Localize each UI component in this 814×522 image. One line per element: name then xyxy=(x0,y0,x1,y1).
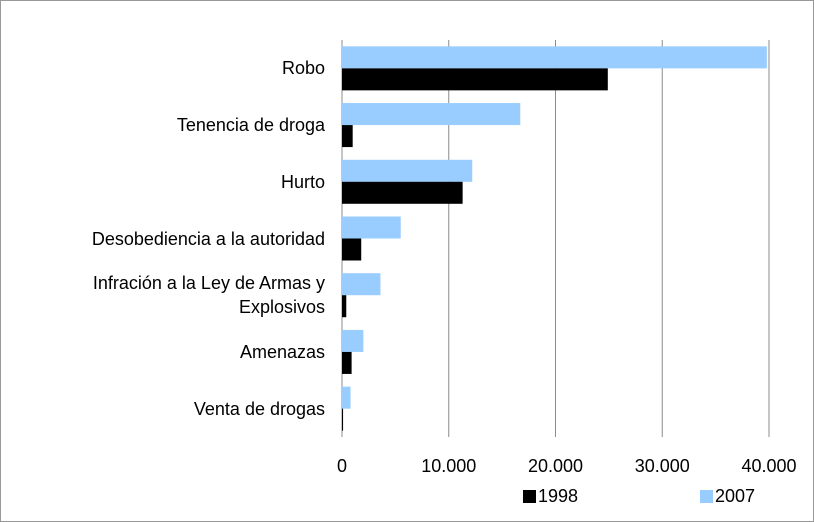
x-tick-label: 10.000 xyxy=(421,456,476,476)
bar xyxy=(342,216,401,239)
bar xyxy=(342,103,521,126)
bar xyxy=(342,181,463,204)
bar xyxy=(342,329,364,352)
legend-swatch xyxy=(700,490,713,503)
y-tick-label: Robo xyxy=(281,58,325,79)
y-tick-label: Venta de drogas xyxy=(193,398,325,419)
bar xyxy=(342,159,473,182)
bar xyxy=(342,46,767,69)
bar xyxy=(342,351,352,374)
bar xyxy=(342,295,347,318)
x-tick-label: 0 xyxy=(337,456,347,476)
y-tick-label: Tenencia de droga xyxy=(176,115,325,136)
legend-label: 2007 xyxy=(715,486,755,506)
y-tick-label: Desobediencia a la autoridad xyxy=(91,228,325,249)
x-tick-label: 20.000 xyxy=(528,456,583,476)
bar xyxy=(342,408,344,431)
legend-label: 1998 xyxy=(538,486,578,506)
bar xyxy=(342,386,351,409)
x-tick-label: 30.000 xyxy=(635,456,690,476)
y-tick-label: Infración a la Ley de Armas y Explosivos xyxy=(92,273,325,318)
legend-swatch xyxy=(523,490,536,503)
bar xyxy=(342,238,362,261)
bar xyxy=(342,125,353,148)
bar xyxy=(342,273,381,296)
y-tick-label: Hurto xyxy=(280,171,325,192)
y-tick-label: Amenazas xyxy=(239,341,325,362)
bar xyxy=(342,68,608,91)
x-tick-label: 40.000 xyxy=(741,456,796,476)
